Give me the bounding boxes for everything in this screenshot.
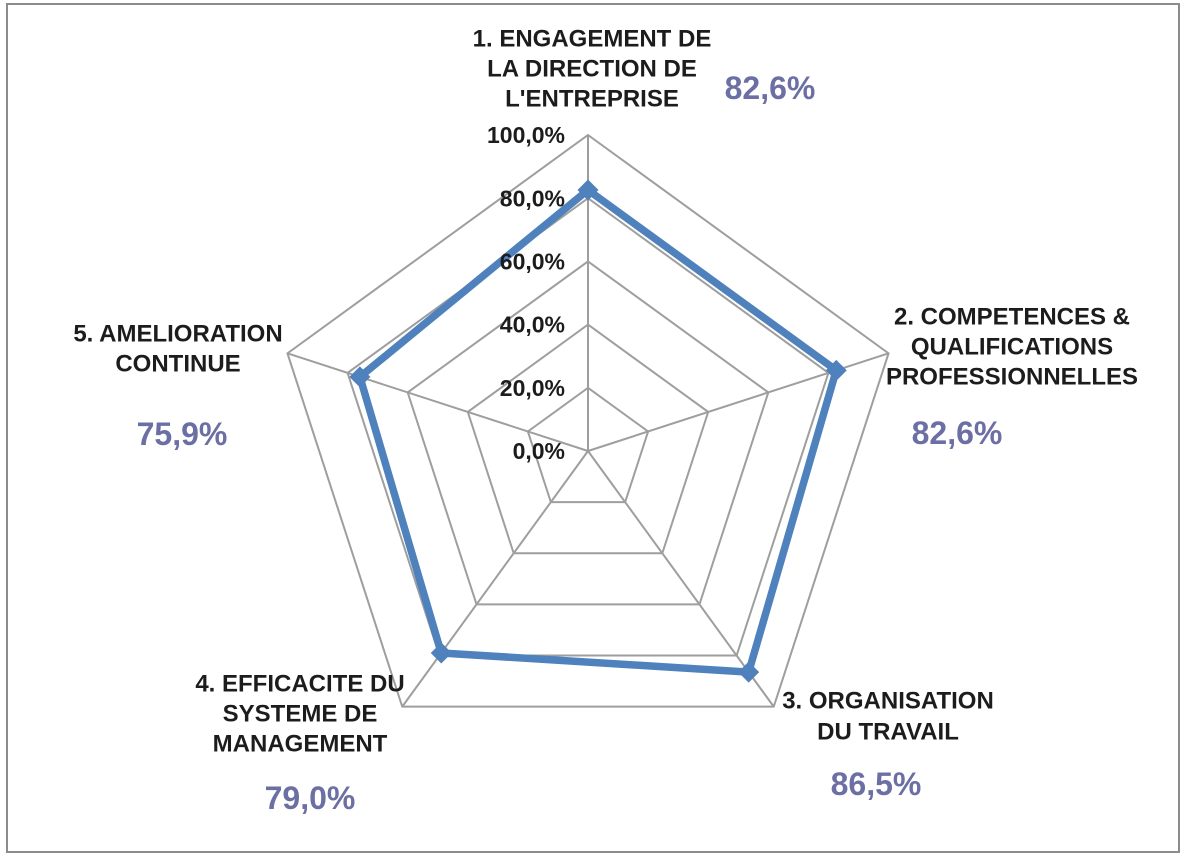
data-point-marker xyxy=(430,642,452,664)
axis-tick-label: 100,0% xyxy=(487,122,565,148)
value-label: 75,9% xyxy=(137,416,228,452)
data-series-line xyxy=(356,186,840,676)
axis-tick-label: 0,0% xyxy=(513,438,565,464)
axis-tick-label: 40,0% xyxy=(500,312,565,338)
axis-spoke xyxy=(587,450,775,708)
category-label: L'ENTREPRISE xyxy=(505,85,679,112)
value-label: 79,0% xyxy=(265,780,356,816)
category-label: 1. ENGAGEMENT DE xyxy=(473,25,712,52)
axis-tick-label: 80,0% xyxy=(500,185,565,211)
page-border xyxy=(6,3,1180,853)
category-label: CONTINUE xyxy=(115,350,240,377)
category-label: 2. COMPETENCES & xyxy=(894,303,1130,330)
category-label: SYSTEME DE xyxy=(223,700,378,727)
category-label: QUALIFICATIONS xyxy=(911,333,1113,360)
data-point-marker xyxy=(738,661,760,683)
value-label: 82,6% xyxy=(725,70,816,106)
axis-tick-label: 20,0% xyxy=(500,375,565,401)
data-point-marker xyxy=(825,359,847,381)
grid-ring xyxy=(406,260,770,606)
axis-spoke xyxy=(287,352,589,452)
value-label: 86,5% xyxy=(831,766,922,802)
data-point-marker xyxy=(577,179,599,201)
category-label: PROFESSIONNELLES xyxy=(886,363,1138,390)
category-label: 5. AMELIORATION xyxy=(73,320,282,347)
category-label: LA DIRECTION DE xyxy=(487,55,697,82)
grid-ring xyxy=(466,323,710,555)
category-label: DU TRAVAIL xyxy=(817,718,959,745)
axis-tick-label: 60,0% xyxy=(500,248,565,274)
grid-ring xyxy=(346,196,830,657)
category-label: 3. ORGANISATION xyxy=(782,687,994,714)
grid-ring xyxy=(286,133,890,708)
data-point-marker xyxy=(349,366,371,388)
category-label: MANAGEMENT xyxy=(213,730,388,757)
grid-ring xyxy=(526,386,650,504)
category-label: 4. EFFICACITE DU xyxy=(195,670,404,697)
axis-spoke xyxy=(401,450,589,708)
value-label: 82,6% xyxy=(912,415,1003,451)
